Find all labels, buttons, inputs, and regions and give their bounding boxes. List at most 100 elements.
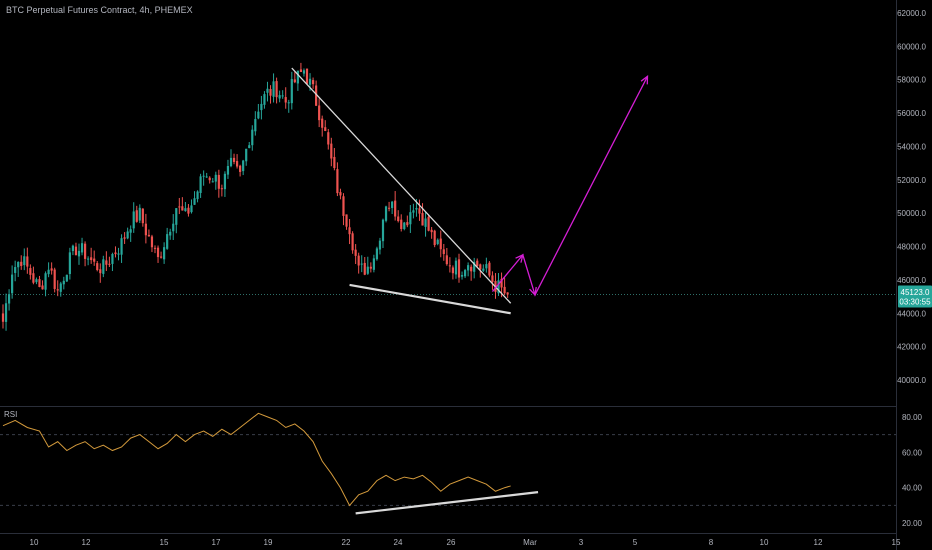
time-tick-label: 8 — [709, 538, 714, 547]
candle-body — [132, 211, 135, 229]
candle — [1, 304, 5, 329]
candle — [463, 268, 467, 279]
candle — [491, 271, 494, 290]
rsi-tick-label: 40.00 — [902, 484, 923, 493]
candle — [302, 68, 306, 77]
candle — [184, 201, 187, 212]
price-axis[interactable]: 40000.0 42000.0 44000.0 46000.0 48000.0 50000… — [897, 9, 926, 385]
candle — [7, 289, 11, 311]
candle — [93, 250, 96, 266]
candle-body — [360, 263, 363, 265]
time-tick-label: 3 — [579, 538, 584, 547]
candle-body — [211, 181, 214, 183]
candle-body — [90, 257, 93, 261]
price-tick-label: 44000.0 — [897, 309, 926, 318]
candle — [126, 227, 129, 240]
candle — [260, 95, 263, 120]
candle — [232, 153, 236, 165]
candle — [68, 247, 71, 280]
candle — [135, 205, 138, 223]
candle — [242, 159, 245, 176]
candle-body — [424, 218, 427, 227]
candle-body — [412, 210, 415, 213]
candle-body — [47, 269, 50, 275]
candle-body — [375, 248, 379, 260]
candle-body — [497, 280, 500, 294]
candle-body — [62, 280, 65, 285]
candle-body — [345, 214, 348, 227]
candle-body — [123, 237, 126, 239]
candle — [369, 262, 372, 273]
candle — [147, 229, 151, 237]
candle — [96, 261, 99, 272]
candle-body — [248, 145, 251, 149]
candle — [153, 245, 157, 254]
candle-body — [439, 238, 442, 250]
candle — [436, 238, 439, 246]
time-tick-label: 10 — [30, 538, 39, 547]
candle — [108, 256, 111, 267]
candle — [226, 159, 230, 179]
candle-body — [80, 243, 84, 253]
candle — [427, 214, 430, 232]
time-tick-label: Mar — [523, 538, 537, 547]
candle — [391, 200, 394, 215]
candle-body — [14, 267, 17, 273]
candle-body — [290, 79, 293, 104]
candle — [235, 154, 239, 169]
candle — [375, 246, 379, 261]
candle — [229, 149, 233, 168]
candle-body — [339, 192, 342, 196]
candle-body — [460, 275, 464, 277]
candle — [29, 264, 32, 280]
price-tick-label: 42000.0 — [897, 343, 926, 352]
candle — [156, 245, 160, 263]
candle — [272, 73, 275, 103]
candle — [169, 228, 172, 240]
candle — [105, 251, 108, 271]
candle — [117, 247, 120, 261]
price-badge-value: 45123.0 — [901, 288, 930, 297]
candle-body — [23, 256, 26, 266]
projection-path — [491, 76, 649, 297]
candle-body — [32, 273, 35, 283]
candle-body — [187, 207, 190, 214]
candle-body — [199, 176, 202, 193]
candle — [202, 170, 205, 186]
candle-body — [308, 78, 312, 85]
candle-body — [1, 313, 5, 322]
candle-body — [366, 266, 369, 274]
candle-body — [351, 233, 354, 251]
time-tick-label: 19 — [264, 538, 273, 547]
rsi-series — [2, 412, 539, 515]
candle-body — [272, 81, 275, 97]
candle — [129, 225, 132, 242]
candle-body — [172, 223, 175, 232]
candle — [193, 191, 196, 205]
candle-body — [159, 256, 163, 258]
candle-body — [251, 129, 254, 146]
time-tick-label: 15 — [160, 538, 169, 547]
candle — [333, 148, 336, 171]
candle-body — [315, 85, 318, 106]
candle-body — [141, 208, 144, 224]
candle-body — [284, 97, 287, 103]
time-axis[interactable]: 10 12 15 17 19 22 24 26 Mar 3 5 8 10 12 15 — [30, 538, 901, 547]
candle-body — [372, 258, 375, 270]
candle-body — [217, 174, 220, 189]
candle — [263, 91, 266, 109]
candle-body — [41, 285, 44, 290]
price-tick-label: 54000.0 — [897, 142, 926, 151]
candle — [372, 254, 375, 273]
time-tick-label: 10 — [760, 538, 769, 547]
candle — [59, 281, 62, 297]
candle-body — [354, 249, 357, 256]
candle-body — [418, 208, 421, 214]
rsi-axis[interactable]: 20.00 40.00 60.00 80.00 — [902, 413, 923, 528]
candle-body — [226, 166, 230, 175]
candle-body — [44, 273, 47, 290]
candle — [424, 212, 427, 237]
candle-body — [433, 230, 436, 246]
candle — [50, 262, 53, 275]
